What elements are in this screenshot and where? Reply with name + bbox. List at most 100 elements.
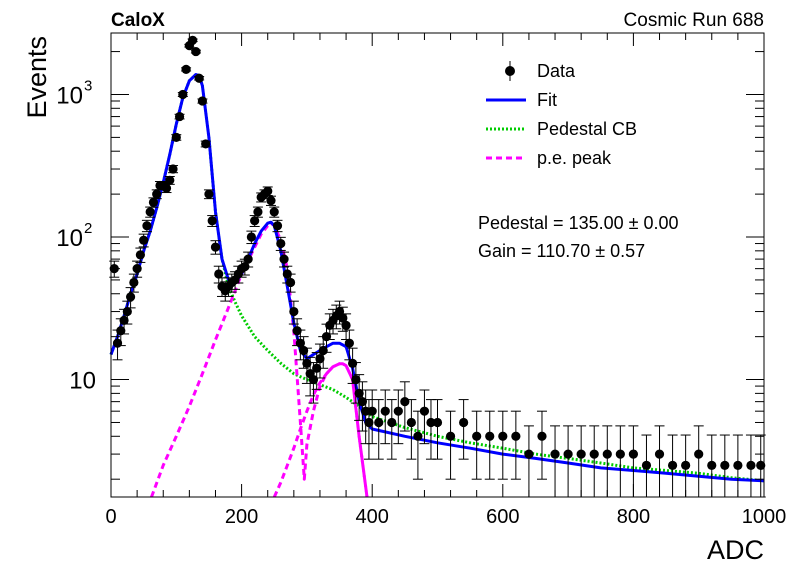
data-point <box>654 449 665 459</box>
data-point <box>171 132 181 142</box>
data-point <box>374 417 384 428</box>
data-point <box>174 111 185 122</box>
x-tick-label: 1000 <box>742 506 787 528</box>
data-point <box>178 89 188 100</box>
y-tick-label: 10 <box>56 225 83 252</box>
x-tick-label: 400 <box>356 506 389 528</box>
data-point <box>387 417 397 428</box>
data-point <box>197 96 208 106</box>
y-tick-exponent: 2 <box>84 220 92 237</box>
data-point <box>125 292 136 302</box>
data-point <box>498 431 508 441</box>
annotation-pedestal: Pedestal = 135.00 ± 0.00 <box>478 213 679 233</box>
data-point <box>266 196 276 206</box>
data-point <box>204 189 214 199</box>
data-point <box>537 431 547 441</box>
data-point <box>485 431 495 441</box>
data-point <box>628 449 639 459</box>
data-point <box>459 417 469 428</box>
data-point <box>292 326 302 336</box>
run-label: Cosmic Run 688 <box>624 10 764 31</box>
data-point <box>207 216 217 226</box>
data-point <box>400 397 410 407</box>
legend-marker <box>505 66 515 76</box>
legend: Data Fit Pedestal CB p.e. peak <box>486 61 637 168</box>
data-point <box>354 388 364 398</box>
legend-label: Fit <box>537 90 557 110</box>
data-point <box>269 207 279 217</box>
data-point <box>550 449 560 459</box>
plot-frame <box>110 32 765 498</box>
data-point <box>312 363 322 373</box>
data-point <box>142 221 152 231</box>
x-tick-label: 0 <box>105 506 116 528</box>
data-point <box>380 406 390 416</box>
data-point <box>210 242 221 252</box>
y-tick-label: 10 <box>56 82 83 109</box>
data-point <box>432 417 443 428</box>
x-tick-label: 800 <box>617 506 650 528</box>
data-point <box>181 64 191 74</box>
data-point <box>191 46 201 57</box>
data-point <box>214 269 224 279</box>
data-point <box>168 164 178 174</box>
data-point <box>602 449 612 459</box>
data-point <box>289 306 299 317</box>
data-point <box>152 189 162 199</box>
data-point <box>756 460 766 470</box>
data-point <box>285 277 296 288</box>
annotation-gain: Gain = 110.70 ± 0.57 <box>478 241 645 261</box>
data-point <box>148 197 159 207</box>
legend-label: p.e. peak <box>537 148 612 168</box>
data-point <box>413 431 423 441</box>
legend-label: Data <box>537 61 576 81</box>
y-tick-exponent: 3 <box>84 77 92 94</box>
series-layer <box>109 35 766 498</box>
data-point <box>563 449 573 459</box>
x-axis-label: ADC <box>707 535 764 565</box>
data-point <box>576 449 586 459</box>
x-tick-label: 200 <box>225 506 258 528</box>
data-point <box>243 254 253 264</box>
data-point <box>129 277 139 288</box>
data-point <box>641 460 652 470</box>
data-point <box>367 406 377 416</box>
y-tick-label: 10 <box>69 368 96 395</box>
data-point <box>419 406 430 416</box>
data-point <box>344 338 354 348</box>
series-line-p-e-peak <box>272 362 369 498</box>
data-point <box>393 406 403 416</box>
data-point <box>341 320 351 330</box>
data-point <box>406 417 416 428</box>
data-point <box>250 216 260 226</box>
data-point <box>615 449 625 459</box>
data-point <box>165 175 175 185</box>
data-point <box>348 358 358 368</box>
data-point <box>302 358 312 368</box>
data-point <box>511 431 521 441</box>
legend-label: Pedestal CB <box>537 119 637 139</box>
data-point <box>188 35 198 45</box>
data-point <box>338 313 348 323</box>
data-point <box>161 183 172 193</box>
data-point <box>733 460 743 470</box>
data-point <box>308 374 319 385</box>
data-point <box>201 139 211 149</box>
data-point <box>246 232 256 242</box>
data-point <box>720 460 730 470</box>
data-point <box>694 449 704 459</box>
data-point <box>122 306 132 317</box>
data-point <box>667 460 678 470</box>
data-point <box>364 417 374 428</box>
data-point <box>194 73 204 83</box>
data-point <box>139 235 149 245</box>
data-point <box>263 186 273 196</box>
data-point <box>135 250 145 260</box>
data-point <box>589 449 599 459</box>
data-point <box>681 460 691 470</box>
data-point <box>272 221 283 231</box>
x-tick-label: 600 <box>486 506 519 528</box>
